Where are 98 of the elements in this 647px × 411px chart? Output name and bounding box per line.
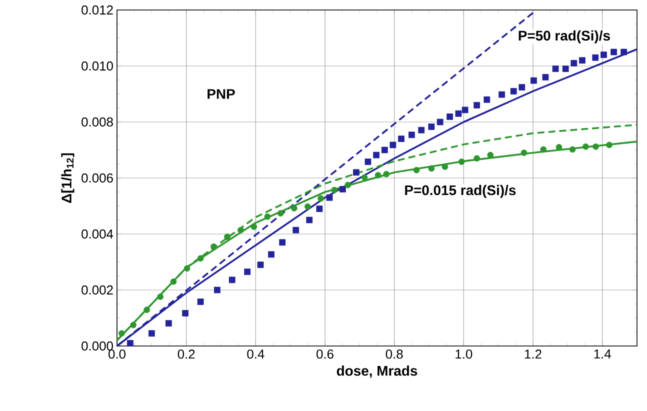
point xyxy=(331,186,338,194)
point xyxy=(408,132,415,138)
x-tick-label: 1.2 xyxy=(524,350,542,359)
point xyxy=(570,60,578,66)
x-axis-title: dose, Mrads xyxy=(336,366,418,378)
point xyxy=(582,143,589,150)
point xyxy=(592,54,599,61)
x-tick-label: 0.6 xyxy=(316,350,334,359)
point xyxy=(339,186,346,192)
point xyxy=(353,169,360,176)
point xyxy=(148,330,155,337)
point xyxy=(118,330,125,337)
point xyxy=(144,306,150,314)
point xyxy=(383,170,390,178)
point xyxy=(428,124,435,130)
point xyxy=(361,174,368,181)
point xyxy=(364,158,372,165)
point xyxy=(197,255,204,262)
point xyxy=(620,48,628,56)
point xyxy=(562,66,569,72)
point xyxy=(474,102,480,108)
point xyxy=(228,276,236,284)
y-tick-label: 0.006 xyxy=(82,173,113,183)
point xyxy=(264,213,271,220)
point xyxy=(344,182,352,188)
y-tick-label: 0.002 xyxy=(82,285,113,295)
y-tick-label: 0.000 xyxy=(82,341,113,351)
x-tick-label: 0.4 xyxy=(247,350,264,359)
point xyxy=(210,243,217,250)
point xyxy=(326,194,333,201)
point xyxy=(428,165,435,172)
annotation: PNP xyxy=(208,89,235,99)
point xyxy=(606,142,612,148)
x-tick-label: 1.4 xyxy=(594,350,611,358)
point xyxy=(462,106,468,114)
point xyxy=(290,205,298,212)
point xyxy=(552,66,559,72)
point xyxy=(170,278,177,285)
point xyxy=(306,216,313,224)
point xyxy=(250,224,258,230)
point xyxy=(182,310,188,316)
point xyxy=(455,110,462,117)
point xyxy=(418,126,425,134)
point xyxy=(126,340,134,346)
x-tick-label: 0.2 xyxy=(178,350,195,359)
point xyxy=(268,251,274,258)
y-axis-title: Δ[1/h$_{12}$] xyxy=(61,153,74,203)
point xyxy=(238,226,244,234)
point xyxy=(442,164,448,170)
point xyxy=(487,152,494,158)
point xyxy=(569,146,576,153)
point xyxy=(542,74,549,80)
point xyxy=(556,144,562,150)
point xyxy=(374,172,382,178)
x-tick-label: 0.8 xyxy=(386,350,403,359)
annotation: P=50 rad(Si)/s xyxy=(518,30,610,44)
point xyxy=(540,146,547,153)
point xyxy=(592,143,599,150)
point xyxy=(277,210,284,216)
point xyxy=(130,322,136,328)
point xyxy=(390,142,396,148)
point xyxy=(373,152,380,158)
y-tick-label: 0.004 xyxy=(82,229,114,239)
point xyxy=(165,320,172,327)
point xyxy=(224,234,230,240)
point xyxy=(257,262,264,268)
point xyxy=(316,206,323,212)
point xyxy=(318,195,324,202)
point xyxy=(398,136,404,142)
point xyxy=(484,96,490,103)
annotation: P=0.015 rad(Si)/s xyxy=(405,184,516,198)
point xyxy=(474,155,480,162)
point xyxy=(498,91,505,98)
point xyxy=(600,52,607,58)
point xyxy=(518,84,526,90)
point xyxy=(292,226,300,234)
point xyxy=(510,88,517,94)
point xyxy=(610,48,617,56)
point xyxy=(458,158,465,165)
point xyxy=(214,286,220,294)
point xyxy=(304,203,311,210)
point xyxy=(436,118,444,126)
point xyxy=(244,268,251,275)
x-tick-label: 0.0 xyxy=(108,350,126,359)
point xyxy=(520,150,528,156)
x-tick-label: 1.0 xyxy=(456,350,472,359)
point xyxy=(413,166,420,174)
point xyxy=(279,239,286,246)
point xyxy=(579,57,586,64)
point xyxy=(446,113,453,120)
point xyxy=(530,77,537,84)
y-tick-label: 0.008 xyxy=(82,117,113,127)
y-tick-label: 0.012 xyxy=(82,5,113,15)
point xyxy=(157,294,164,300)
point xyxy=(381,146,388,154)
point xyxy=(184,265,190,272)
point xyxy=(197,298,204,305)
y-tick-label: 0.010 xyxy=(82,61,113,71)
